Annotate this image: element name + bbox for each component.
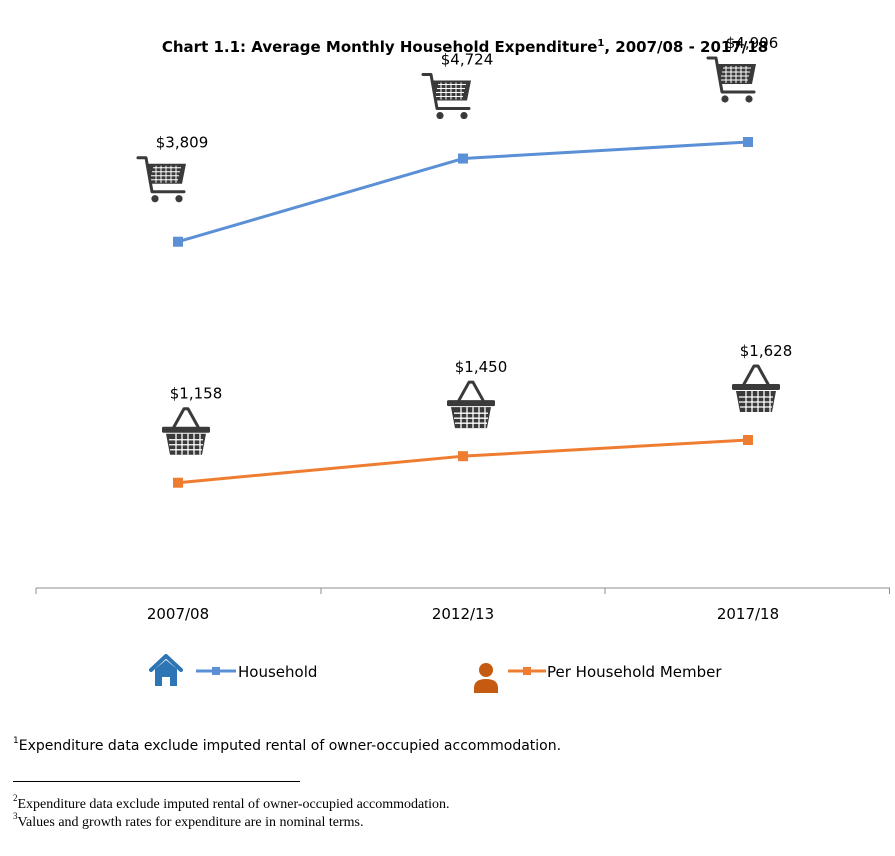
member-series-line <box>177 438 749 485</box>
data-label: $1,628 <box>740 342 793 360</box>
shopping-cart-icon <box>706 56 758 105</box>
shopping-basket-icon <box>730 364 782 414</box>
footnote-divider <box>13 781 300 782</box>
line-chart: Chart 1.1: Average Monthly Household Exp… <box>35 34 890 693</box>
x-axis <box>35 587 890 594</box>
data-point <box>173 477 183 488</box>
data-point <box>458 153 468 164</box>
chart-title: Chart 1.1: Average Monthly Household Exp… <box>162 38 768 56</box>
data-label: $4,724 <box>441 51 494 69</box>
shopping-basket-icon <box>445 380 497 430</box>
footnote-2-text: Expenditure data exclude imputed rental … <box>17 797 450 812</box>
title-superscript: 1 <box>597 38 604 49</box>
footnote-3: 3Values and growth rates for expenditure… <box>13 811 364 832</box>
shopping-cart-icon <box>136 156 188 204</box>
legend-marker-member <box>523 667 531 675</box>
shopping-cart-icon <box>421 73 473 121</box>
footnote-1-marker: 1 <box>13 736 19 747</box>
data-label: $3,809 <box>156 134 209 152</box>
house-icon <box>149 654 183 686</box>
data-label: $4,906 <box>726 34 779 52</box>
legend: Household Per Household Member <box>149 654 722 693</box>
legend-marker-household <box>212 667 220 675</box>
footnote-2-marker: 2 <box>13 793 18 804</box>
footnote-1-text: Expenditure data exclude imputed rental … <box>18 738 562 754</box>
data-point <box>458 451 468 462</box>
x-tick-label: 2012/13 <box>432 605 494 623</box>
footnote-1: 1Expenditure data exclude imputed rental… <box>13 737 561 755</box>
footnote-3-text: Values and growth rates for expenditure … <box>17 815 364 830</box>
data-point <box>173 236 183 247</box>
legend-label-household: Household <box>238 663 317 681</box>
title-suffix: , 2007/08 - 2017/18 <box>604 38 768 56</box>
data-label: $1,450 <box>455 358 508 376</box>
shopping-basket-icon <box>160 407 212 457</box>
data-label: $1,158 <box>170 385 223 403</box>
footnote-3-marker: 3 <box>13 811 18 822</box>
x-tick-label: 2017/18 <box>717 605 779 623</box>
footnote-2: 2Expenditure data exclude imputed rental… <box>13 793 450 814</box>
data-point <box>743 435 753 445</box>
legend-label-member: Per Household Member <box>547 663 722 681</box>
person-icon <box>474 663 498 693</box>
x-tick-label: 2007/08 <box>147 605 209 623</box>
data-point <box>743 137 753 147</box>
